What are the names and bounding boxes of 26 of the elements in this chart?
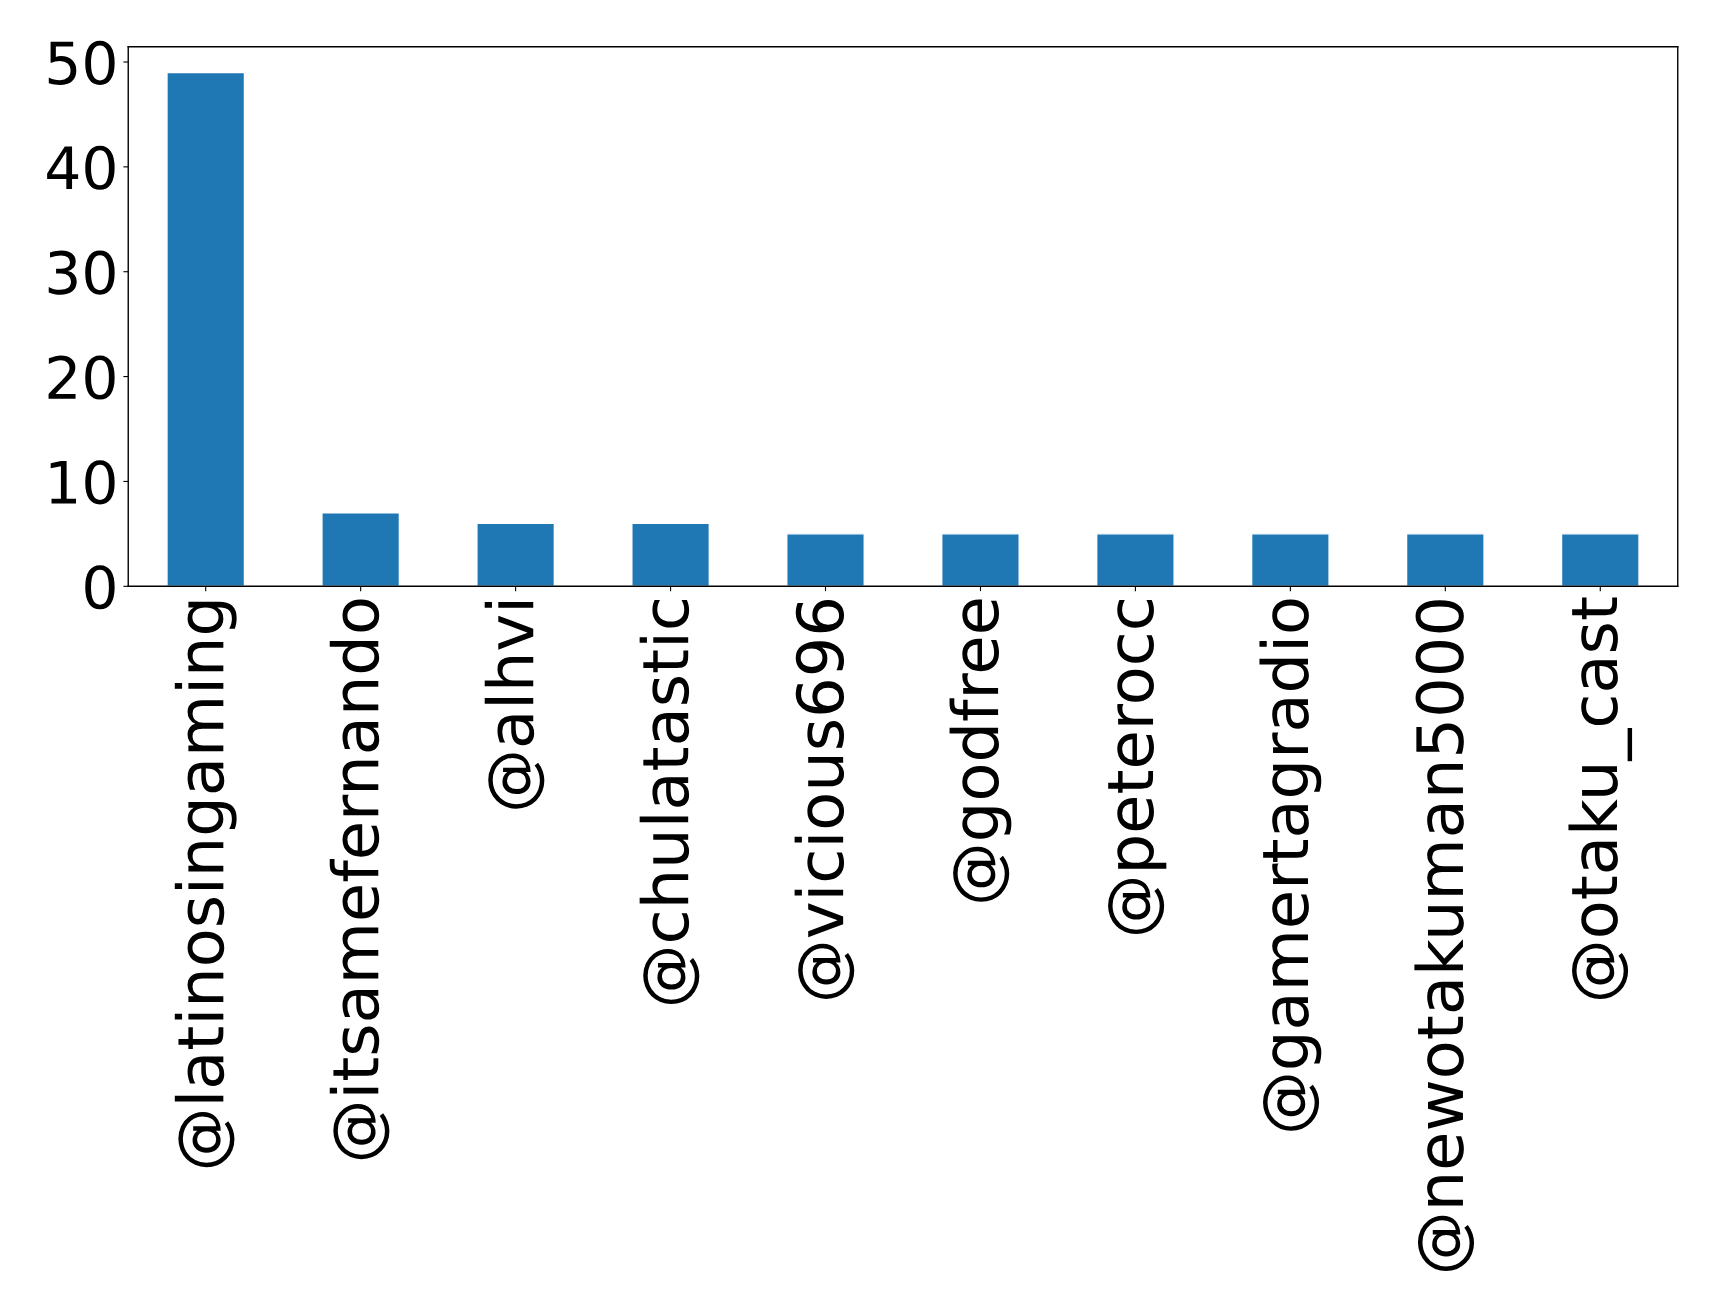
- y-tick-label: 30: [48, 250, 115, 295]
- y-tick-label: 40: [47, 145, 115, 190]
- y-tick-label: 0: [85, 565, 115, 610]
- y-tick-label: 50: [48, 40, 115, 85]
- x-tick-label: @newotakuman5000: [1414, 600, 1475, 1271]
- x-tick-label: @gamertagradio: [1259, 599, 1322, 1131]
- x-tick-label: @chulatastic: [639, 599, 700, 1005]
- y-tick-label: 10: [50, 460, 115, 505]
- bar: [321, 512, 401, 587]
- bar: [631, 522, 710, 587]
- x-tick-label: @otaku_cast: [1568, 597, 1633, 1000]
- bar: [941, 533, 1020, 587]
- x-tick-label: @itsamefernando: [329, 599, 390, 1160]
- bar: [476, 522, 556, 587]
- bar: [1560, 533, 1640, 587]
- x-tick-label: @godfree: [949, 599, 1012, 902]
- bar: [1405, 533, 1485, 587]
- x-tick-label: @vicious696: [794, 600, 855, 999]
- x-tick-label: @alhvi: [484, 602, 545, 809]
- y-tick-label: 20: [48, 355, 115, 400]
- bar: [1095, 533, 1175, 587]
- bar: [1250, 533, 1330, 587]
- bar: [166, 71, 246, 587]
- x-tick-label: @latinosingaming: [174, 601, 237, 1168]
- x-tick-label: @peterocc: [1108, 600, 1167, 935]
- bar: [786, 533, 865, 587]
